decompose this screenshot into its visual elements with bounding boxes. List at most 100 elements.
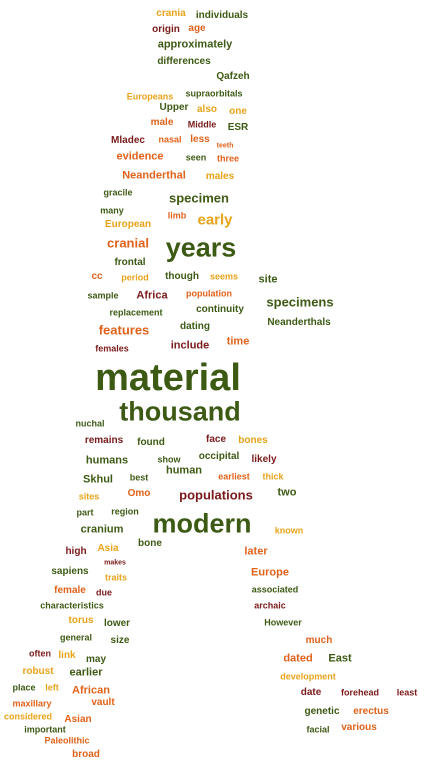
cloud-word: maxillary bbox=[12, 698, 52, 709]
cloud-word: seems bbox=[209, 271, 239, 282]
cloud-word: human bbox=[165, 464, 203, 477]
cloud-word: likely bbox=[251, 454, 277, 465]
cloud-word: characteristics bbox=[40, 600, 104, 611]
cloud-word: population bbox=[186, 288, 232, 299]
cloud-word: dated bbox=[283, 652, 313, 665]
cloud-word: region bbox=[111, 506, 139, 517]
cloud-word: many bbox=[100, 205, 124, 216]
cloud-word: gracile bbox=[103, 187, 133, 198]
cloud-word: earlier bbox=[69, 666, 103, 679]
cloud-word: found bbox=[137, 437, 165, 448]
cloud-word: much bbox=[305, 635, 333, 646]
cloud-word: thick bbox=[262, 471, 284, 482]
cloud-word: specimen bbox=[169, 190, 229, 206]
cloud-word: link bbox=[58, 650, 76, 661]
cloud-word: male bbox=[150, 117, 174, 128]
cloud-word: females bbox=[95, 343, 129, 354]
cloud-word: sites bbox=[78, 491, 100, 502]
cloud-word: part bbox=[76, 507, 94, 518]
cloud-word: However bbox=[264, 617, 302, 628]
cloud-word: forehead bbox=[340, 687, 380, 698]
cloud-word: erectus bbox=[353, 706, 389, 717]
cloud-word: lower bbox=[103, 618, 131, 629]
cloud-word: Europeans bbox=[126, 91, 174, 102]
cloud-word: individuals bbox=[195, 10, 249, 21]
cloud-word: thousand bbox=[119, 396, 241, 427]
cloud-word: Middle bbox=[187, 119, 217, 130]
cloud-word: years bbox=[165, 232, 237, 263]
cloud-word: various bbox=[341, 722, 377, 733]
cloud-word: face bbox=[205, 434, 227, 445]
cloud-word: ESR bbox=[227, 122, 249, 133]
cloud-word: also bbox=[196, 104, 218, 115]
cloud-word: evidence bbox=[116, 150, 164, 163]
cloud-word: development bbox=[280, 671, 336, 682]
cloud-word: supraorbitals bbox=[185, 88, 243, 99]
cloud-word: modern bbox=[152, 508, 252, 539]
cloud-word: early bbox=[197, 211, 233, 229]
cloud-word: specimens bbox=[266, 294, 334, 310]
cloud-word: features bbox=[98, 322, 150, 338]
cloud-word: East bbox=[328, 652, 352, 665]
cloud-word: populations bbox=[179, 487, 253, 503]
cloud-word: approximately bbox=[157, 38, 233, 51]
cloud-word: known bbox=[274, 525, 304, 536]
cloud-word: Europe bbox=[251, 566, 289, 579]
cloud-word: time bbox=[226, 335, 250, 348]
cloud-word: three bbox=[216, 153, 240, 164]
cloud-word: traits bbox=[104, 572, 128, 583]
cloud-word: Asian bbox=[64, 714, 92, 725]
cloud-word: least bbox=[396, 687, 418, 698]
cloud-word: limb bbox=[167, 210, 187, 221]
cloud-word: though bbox=[165, 271, 199, 282]
cloud-word: one bbox=[229, 106, 247, 117]
cloud-word: makes bbox=[104, 559, 126, 567]
cloud-word: dating bbox=[180, 321, 210, 332]
cloud-word: female bbox=[54, 585, 86, 596]
cloud-word: Paleolithic bbox=[44, 735, 90, 746]
cloud-word: Skhul bbox=[83, 473, 113, 486]
cloud-word: males bbox=[205, 171, 235, 182]
cloud-word: best bbox=[129, 472, 149, 483]
cloud-word: teeth bbox=[216, 142, 234, 150]
cloud-word: due bbox=[95, 587, 113, 598]
cloud-word: replacement bbox=[109, 307, 163, 318]
cloud-word: Upper bbox=[159, 102, 189, 113]
cloud-word: important bbox=[24, 724, 66, 735]
cloud-word: bone bbox=[138, 538, 162, 549]
cloud-word: cc bbox=[91, 271, 103, 282]
cloud-word: left bbox=[45, 682, 59, 693]
cloud-word: include bbox=[170, 339, 210, 352]
cloud-word: Africa bbox=[136, 289, 168, 302]
cloud-word: sample bbox=[87, 290, 119, 301]
cloud-word: robust bbox=[22, 666, 54, 677]
cloud-word: date bbox=[300, 687, 322, 698]
cloud-word: European bbox=[104, 219, 152, 230]
cloud-word: size bbox=[110, 635, 130, 646]
cloud-word: Neanderthals bbox=[267, 317, 331, 328]
cloud-word: genetic bbox=[304, 706, 340, 717]
cloud-word: place bbox=[12, 682, 36, 693]
cloud-word: cranium bbox=[80, 523, 124, 536]
cloud-word: Neanderthal bbox=[122, 169, 186, 182]
cloud-word: less bbox=[190, 134, 210, 145]
cloud-word: often bbox=[29, 648, 51, 659]
cloud-word: frontal bbox=[114, 257, 146, 268]
cloud-word: nuchal bbox=[75, 418, 105, 429]
cloud-word: archaic bbox=[254, 600, 286, 611]
cloud-word: Omo bbox=[127, 488, 151, 499]
cloud-word: material bbox=[95, 357, 241, 399]
cloud-word: occipital bbox=[198, 451, 240, 462]
cloud-word: seen bbox=[185, 152, 207, 163]
cloud-word: show bbox=[157, 454, 181, 465]
cloud-word: period bbox=[121, 272, 149, 283]
cloud-word: age bbox=[188, 23, 206, 34]
cloud-word: bones bbox=[238, 435, 268, 446]
cloud-word: may bbox=[85, 654, 107, 665]
cloud-word: Mladec bbox=[111, 135, 145, 146]
cloud-word: earliest bbox=[218, 471, 250, 482]
cloud-word: sapiens bbox=[51, 566, 89, 577]
cloud-word: high bbox=[65, 546, 87, 557]
cloud-word: later bbox=[244, 545, 268, 558]
